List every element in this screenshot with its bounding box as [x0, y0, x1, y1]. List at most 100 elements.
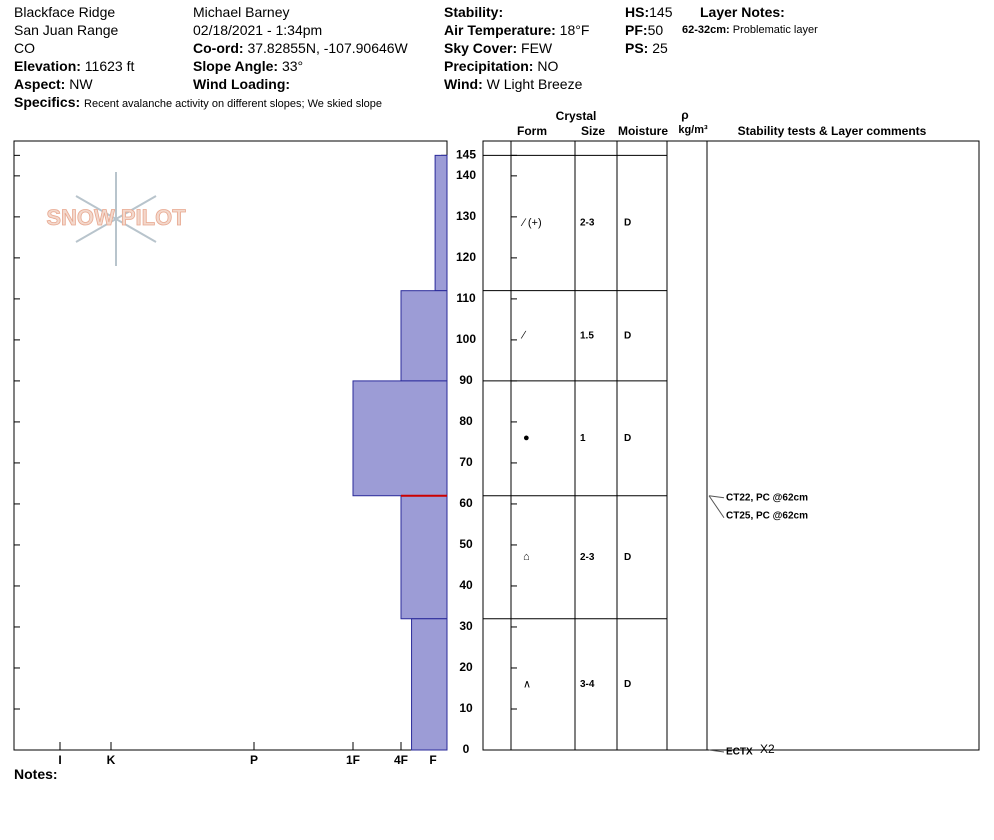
col-header: Form	[517, 124, 547, 138]
y-tick-label: 20	[459, 660, 473, 674]
label: Aspect:	[14, 76, 66, 92]
hs: HS:145	[625, 3, 672, 21]
value: FEW	[521, 40, 553, 56]
hardness-bar	[411, 618, 448, 751]
y-tick-label: 140	[456, 168, 476, 182]
label: Notes:	[14, 766, 58, 782]
test-arrow	[708, 495, 725, 519]
size: 2-3	[580, 552, 595, 563]
label: Sky Cover:	[444, 40, 518, 56]
x-tick-label: 1F	[346, 753, 360, 767]
hardness-bar	[352, 380, 448, 497]
logo	[75, 172, 157, 266]
notes: Notes:	[14, 765, 58, 783]
y-tick-label: 110	[456, 291, 476, 305]
test-result: CT22, PC @62cm	[726, 492, 808, 503]
label: Co-ord:	[193, 40, 244, 56]
value: W Light Breeze	[486, 76, 583, 92]
value: 33°	[281, 58, 304, 74]
col-header: Crystal	[556, 109, 597, 123]
size: 2-3	[580, 218, 595, 229]
stability: Stability:	[444, 3, 503, 21]
coord: Co-ord: 37.82855N, -107.90646W	[193, 39, 408, 57]
form: ∕	[520, 330, 527, 342]
y-tick-label: 0	[463, 742, 470, 756]
label: Slope Angle:	[193, 58, 279, 74]
value: NO	[537, 58, 559, 74]
y-tick-label: 70	[459, 455, 473, 469]
column-headers: Crystal Form Size Moisture ρ kg/m³ Stabi…	[517, 108, 927, 138]
col-header: Size	[581, 124, 605, 138]
y-tick-label: 90	[459, 373, 473, 387]
ps: PS: 25	[625, 39, 668, 57]
col-header: ρ	[681, 108, 688, 122]
test-arrow	[708, 749, 725, 753]
column-lines	[510, 141, 708, 750]
logo-text: SNOW PILOT	[46, 205, 186, 230]
size: 3-4	[580, 679, 595, 690]
hardness-bar	[434, 154, 448, 292]
x-tick-label: 4F	[394, 753, 408, 767]
label: Air Temperature:	[444, 22, 556, 38]
hardness-bar	[400, 495, 448, 620]
layer-note: 62-32cm: Problematic layer	[682, 21, 818, 39]
moisture: D	[624, 330, 631, 341]
y-tick-label: 50	[459, 537, 473, 551]
size: 1.5	[580, 330, 594, 341]
pf: PF:50	[625, 21, 663, 39]
y-tick-label: 130	[456, 209, 476, 223]
range: San Juan Range	[14, 22, 119, 38]
label: 62-32cm:	[682, 24, 730, 36]
y-tick-label: 145	[456, 148, 476, 162]
x-tick-label: F	[429, 753, 436, 767]
value: NW	[69, 76, 93, 92]
test-arrow	[708, 495, 725, 499]
y-tick-label: 60	[459, 496, 473, 510]
value: 37.82855N, -107.90646W	[247, 40, 408, 56]
x-tick-label: I	[58, 753, 61, 767]
size: 1	[580, 433, 586, 444]
value: Recent avalanche activity on different s…	[84, 98, 383, 110]
aspect: Aspect: NW	[14, 75, 93, 93]
label: Precipitation:	[444, 58, 534, 74]
layer-notes-title: Layer Notes:	[700, 3, 785, 21]
air-temp: Air Temperature: 18°F	[444, 21, 589, 39]
col-header: kg/m³	[678, 124, 708, 136]
sky: Sky Cover: FEW	[444, 39, 552, 57]
label: Wind:	[444, 76, 483, 92]
moisture: D	[624, 679, 631, 690]
value: 11623 ft	[84, 58, 135, 74]
site: Blackface Ridge	[14, 4, 116, 20]
col-header: Moisture	[618, 124, 668, 138]
label: Stability:	[444, 4, 504, 20]
slope: Slope Angle: 33°	[193, 57, 303, 75]
precip: Precipitation: NO	[444, 57, 558, 75]
form: ●	[523, 432, 530, 444]
test-count: X2	[760, 742, 775, 756]
y-tick-label: 100	[456, 332, 476, 346]
value: 145	[649, 4, 673, 20]
label: Elevation:	[14, 58, 81, 74]
specifics: Specifics: Recent avalanche activity on …	[14, 93, 382, 113]
date: 02/18/2021 - 1:34pm	[193, 22, 323, 38]
label: Specifics:	[14, 94, 81, 110]
label: PF:	[625, 22, 648, 38]
label: PS:	[625, 40, 649, 56]
hardness-bar	[400, 290, 448, 382]
form: ⌂	[523, 551, 530, 563]
table-frame	[482, 140, 980, 751]
form: ∕ (+)	[520, 217, 542, 229]
y-tick-label: 80	[459, 414, 473, 428]
elevation: Elevation: 11623 ft	[14, 57, 134, 75]
x-tick-label: P	[250, 753, 258, 767]
moisture: D	[624, 218, 631, 229]
value: 50	[647, 22, 664, 38]
moisture: D	[624, 552, 631, 563]
moisture: D	[624, 433, 631, 444]
y-tick-label: 120	[456, 250, 476, 264]
test-result: ECTX	[726, 747, 753, 758]
label: HS:	[625, 4, 650, 20]
state: CO	[14, 40, 35, 56]
